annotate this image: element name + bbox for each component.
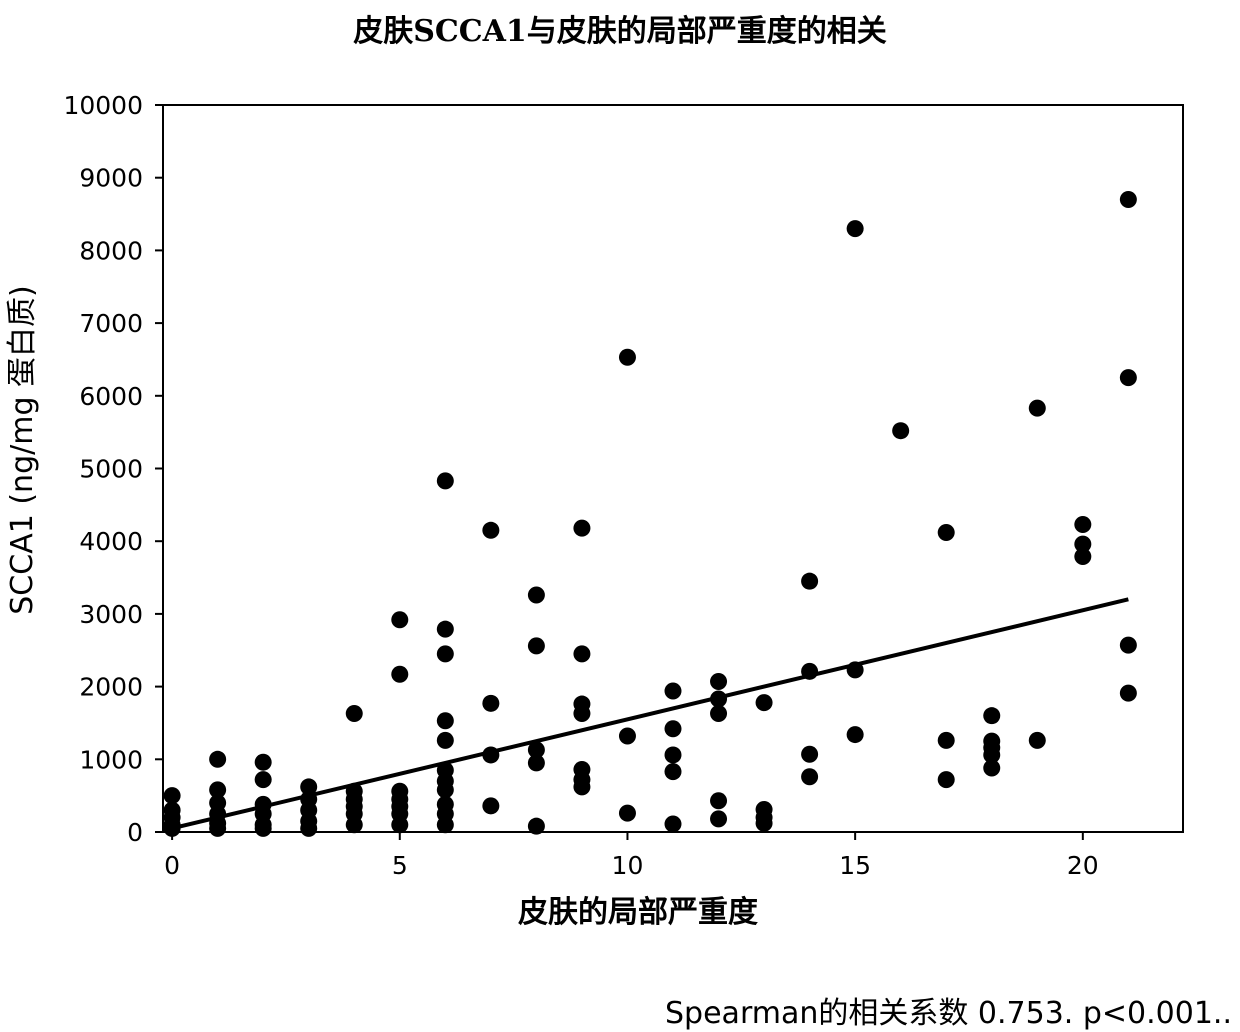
y-tick-label: 6000 (79, 382, 143, 411)
data-point (346, 816, 363, 833)
data-point (391, 666, 408, 683)
data-point (619, 349, 636, 366)
data-point (437, 816, 454, 833)
data-point (528, 754, 545, 771)
data-point (710, 810, 727, 827)
y-tick-label: 5000 (79, 455, 143, 484)
data-point (437, 645, 454, 662)
data-point (983, 707, 1000, 724)
data-point (573, 520, 590, 537)
data-point (892, 422, 909, 439)
data-point (756, 815, 773, 832)
data-point (756, 694, 773, 711)
data-point (437, 621, 454, 638)
data-point (573, 778, 590, 795)
data-point (665, 720, 682, 737)
data-point (164, 787, 181, 804)
y-axis-ticks: 0 1000 2000 3000 4000 5000 6000 7000 8000 9000 100… (63, 91, 163, 847)
data-point (255, 754, 272, 771)
x-tick-label: 5 (392, 851, 408, 880)
y-tick-label: 10000 (63, 91, 143, 120)
data-point (619, 805, 636, 822)
data-points (164, 191, 1137, 837)
data-point (1120, 685, 1137, 702)
data-point (482, 797, 499, 814)
data-point (847, 220, 864, 237)
data-point (938, 732, 955, 749)
data-point (437, 781, 454, 798)
data-point (665, 682, 682, 699)
data-point (255, 820, 272, 837)
data-point (1074, 548, 1091, 565)
data-point (710, 705, 727, 722)
data-point (1120, 191, 1137, 208)
data-point (1029, 732, 1046, 749)
data-point (710, 792, 727, 809)
data-point (573, 645, 590, 662)
data-point (938, 771, 955, 788)
y-axis-label: SCCA1 (ng/mg 蛋白质) (5, 285, 40, 614)
data-point (1074, 516, 1091, 533)
data-point (801, 746, 818, 763)
data-point (573, 705, 590, 722)
y-tick-label: 3000 (79, 600, 143, 629)
data-point (346, 705, 363, 722)
data-point (665, 746, 682, 763)
x-tick-label: 0 (164, 851, 180, 880)
data-point (801, 768, 818, 785)
data-point (938, 524, 955, 541)
data-point (482, 695, 499, 712)
data-point (391, 816, 408, 833)
y-tick-label: 1000 (79, 745, 143, 774)
data-point (528, 586, 545, 603)
data-point (665, 816, 682, 833)
data-point (801, 573, 818, 590)
x-tick-label: 15 (839, 851, 871, 880)
data-point (209, 820, 226, 837)
data-point (209, 751, 226, 768)
y-tick-label: 9000 (79, 164, 143, 193)
data-point (391, 611, 408, 628)
y-tick-label: 4000 (79, 527, 143, 556)
spearman-note: Spearman的相关系数 0.753. p<0.001.. (665, 988, 1232, 1032)
data-point (1120, 369, 1137, 386)
data-point (1120, 637, 1137, 654)
data-point (437, 472, 454, 489)
data-point (437, 712, 454, 729)
data-point (482, 522, 499, 539)
y-tick-label: 7000 (79, 309, 143, 338)
data-point (255, 771, 272, 788)
y-tick-label: 0 (127, 818, 143, 847)
x-tick-label: 20 (1067, 851, 1099, 880)
x-axis-label: 皮肤的局部严重度 (518, 895, 758, 930)
data-point (300, 820, 317, 837)
data-point (528, 818, 545, 835)
data-point (710, 673, 727, 690)
data-point (983, 760, 1000, 777)
x-tick-label: 10 (612, 851, 644, 880)
data-point (528, 637, 545, 654)
x-axis-ticks: 0 5 10 15 20 (164, 832, 1099, 880)
data-point (1029, 400, 1046, 417)
data-point (847, 726, 864, 743)
y-tick-label: 2000 (79, 673, 143, 702)
data-point (665, 763, 682, 780)
data-point (437, 732, 454, 749)
data-point (619, 728, 636, 745)
y-tick-label: 8000 (79, 236, 143, 265)
